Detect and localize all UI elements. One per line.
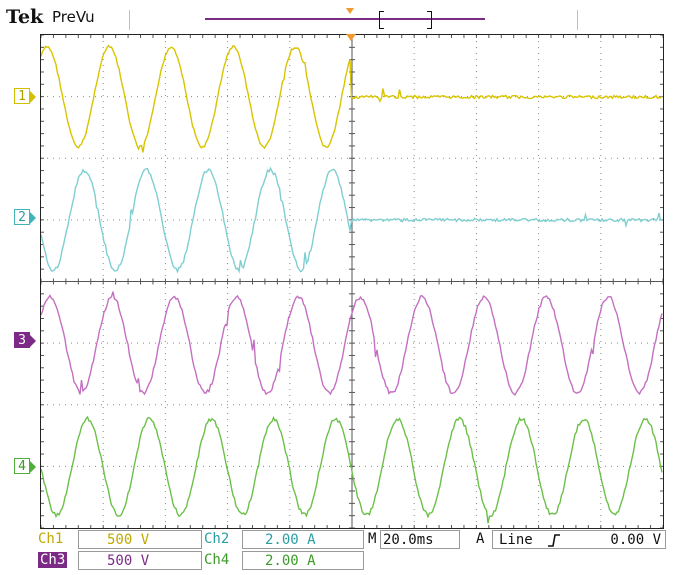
ch2-waveform bbox=[41, 166, 663, 274]
trigger-level: 0.00 V bbox=[610, 532, 661, 548]
rising-edge-icon bbox=[548, 534, 560, 547]
ch4-ground-marker[interactable]: 4 bbox=[14, 458, 36, 474]
ch1-waveform bbox=[41, 44, 663, 153]
ch2-scale[interactable]: 2.00 A bbox=[242, 530, 364, 549]
ch3-scale[interactable]: 500 V bbox=[78, 551, 202, 570]
record-view-bracket-right bbox=[427, 11, 432, 29]
ch3-ground-marker[interactable]: 3 bbox=[14, 332, 36, 348]
trigger-mode: A bbox=[476, 531, 485, 547]
ch4-label: Ch4 bbox=[204, 552, 230, 568]
record-length-bar bbox=[205, 18, 485, 20]
ch3-label: Ch3 bbox=[38, 552, 68, 568]
record-view-bracket-left bbox=[379, 11, 384, 29]
ch1-label: Ch1 bbox=[38, 531, 64, 547]
trigger-position-icon bbox=[346, 8, 354, 14]
scope-header: Tek PreVu bbox=[0, 0, 679, 36]
ch1-scale[interactable]: 500 V bbox=[78, 530, 202, 549]
ch4-scale[interactable]: 2.00 A bbox=[242, 551, 364, 570]
header-divider bbox=[129, 10, 130, 30]
acquisition-mode: PreVu bbox=[52, 8, 95, 26]
trigger-point-marker bbox=[346, 34, 356, 41]
waveform-display bbox=[40, 34, 664, 529]
ch1-ground-marker[interactable]: 1 bbox=[14, 88, 36, 104]
brand-logo: Tek bbox=[6, 6, 44, 28]
ch2-ground-marker[interactable]: 2 bbox=[14, 209, 36, 225]
timebase-value[interactable]: 20.0ms bbox=[380, 530, 460, 549]
header-divider bbox=[577, 10, 578, 30]
graticule bbox=[41, 35, 663, 528]
ch3-waveform bbox=[41, 291, 663, 396]
ch4-waveform bbox=[41, 415, 663, 524]
trigger-source: Line bbox=[499, 532, 533, 548]
ch2-label: Ch2 bbox=[204, 531, 230, 547]
ch3-label-wrap: Ch3 bbox=[38, 551, 68, 570]
status-bar: Ch1 500 V Ch2 2.00 A M 20.0ms A Line 0.0… bbox=[36, 530, 672, 572]
timebase-label: M bbox=[368, 531, 377, 547]
trigger-readout[interactable]: Line 0.00 V bbox=[492, 530, 666, 549]
